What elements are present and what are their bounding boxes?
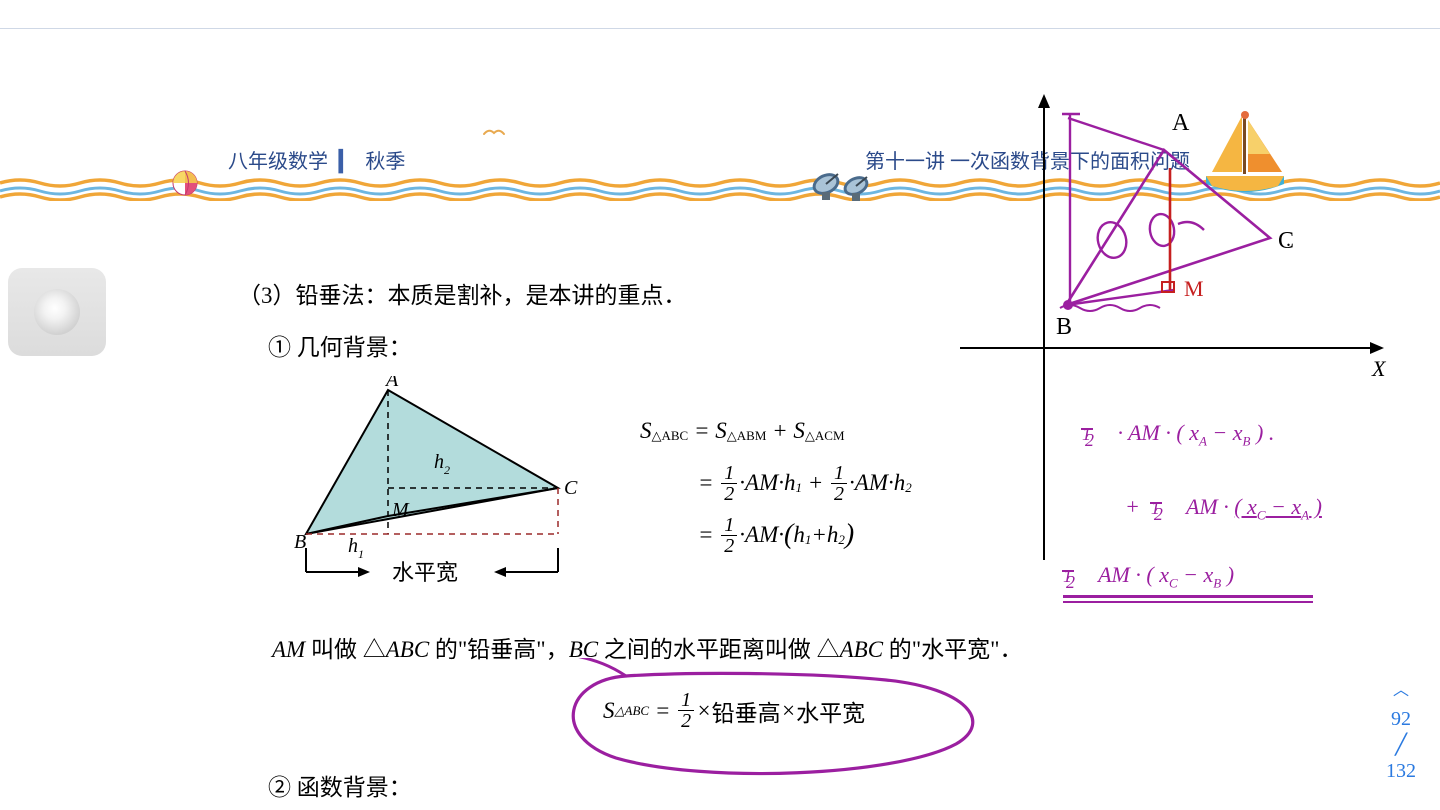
page-total: 132 xyxy=(1386,758,1416,784)
page-current: 92 xyxy=(1386,706,1416,732)
paragraph-geom-heading: ① 几何背景： xyxy=(268,330,412,367)
label-C: C xyxy=(564,477,578,499)
svg-text:A: A xyxy=(1172,110,1190,136)
term: 秋季 xyxy=(365,151,405,173)
webcam-lens xyxy=(34,289,80,335)
svg-text:h1: h1 xyxy=(348,535,364,561)
satellite-icon xyxy=(808,164,878,204)
svg-text:B: B xyxy=(1056,314,1072,340)
formula-line-1: S△ABC = S△ABM + S△ACM xyxy=(640,405,912,457)
header-left: 八年级数学 ▎ 秋季 xyxy=(228,145,405,174)
formula-line-2: = 12 · AM · h1 + 12 · AM · h2 xyxy=(640,457,912,509)
label-A: A xyxy=(384,376,399,391)
svg-text:水平宽: 水平宽 xyxy=(392,560,458,585)
formula-line-3: = 12 · AM · ( h1 + h2 ) xyxy=(640,509,912,561)
header-bar: ▎ xyxy=(339,151,354,173)
subject: 八年级数学 xyxy=(228,151,328,173)
page-slash: ╱ xyxy=(1386,732,1416,758)
paragraph-func-heading: ② 函数背景： xyxy=(268,770,412,807)
svg-text:X: X xyxy=(1371,356,1387,381)
top-divider xyxy=(0,28,1440,29)
chevron-up-icon[interactable]: ︿ xyxy=(1386,681,1416,702)
formula-block: S△ABC = S△ABM + S△ACM = 12 · AM · h1 + 1… xyxy=(640,405,912,561)
beachball-icon xyxy=(172,170,198,196)
label-M: M xyxy=(391,499,410,521)
label-B: B xyxy=(294,531,306,553)
svg-text:.: . xyxy=(1286,229,1291,251)
triangle-diagram: A B C M h1 h2 水平宽 xyxy=(288,376,588,596)
page-indicator[interactable]: ︿ 92 ╱ 132 xyxy=(1386,681,1416,784)
final-formula: S△ABC = 12 × 铅垂高 × 水平宽 xyxy=(603,690,865,731)
svg-text:M: M xyxy=(1184,276,1204,301)
bird-icon xyxy=(482,120,506,146)
hand-annotation-diagram: X A B C . M xyxy=(950,90,1390,590)
paragraph-method: （3）铅垂法：本质是割补，是本讲的重点． xyxy=(238,278,687,315)
webcam-widget[interactable] xyxy=(8,268,106,356)
